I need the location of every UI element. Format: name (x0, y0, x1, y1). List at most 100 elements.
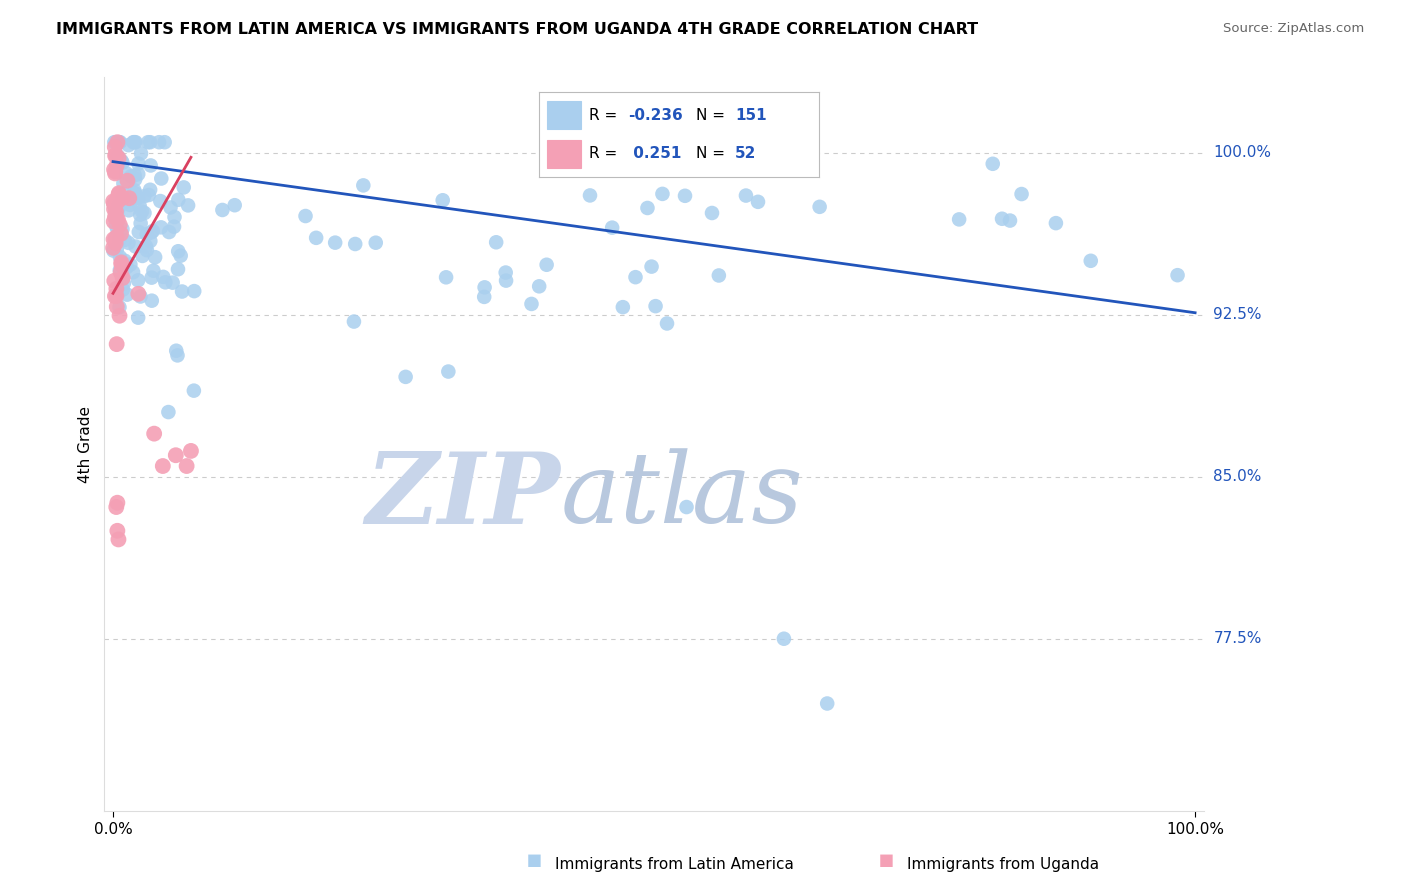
Point (150, 220, 173, 235)
Point (139, 158, 162, 172)
Point (105, 496, 128, 510)
Point (495, 274, 517, 288)
Point (998, 213, 1021, 227)
Point (105, 524, 128, 538)
Point (527, 279, 550, 293)
Point (176, 458, 198, 473)
Point (105, 211, 128, 225)
Point (673, 189, 696, 203)
Point (104, 164, 127, 178)
Point (124, 135, 146, 149)
Point (1080, 253, 1102, 268)
Point (143, 250, 166, 264)
Point (152, 269, 174, 284)
Point (103, 197, 125, 211)
Point (150, 171, 173, 186)
Point (700, 206, 723, 220)
Y-axis label: 4th Grade: 4th Grade (79, 406, 93, 483)
Point (103, 244, 125, 258)
Point (395, 369, 418, 384)
Point (127, 310, 149, 325)
Point (432, 194, 454, 208)
Point (111, 271, 134, 285)
Point (579, 188, 602, 202)
Point (105, 337, 128, 351)
Point (166, 348, 188, 362)
Point (101, 241, 124, 255)
Point (177, 198, 200, 212)
Point (118, 203, 141, 218)
Point (612, 300, 634, 314)
Point (111, 191, 134, 205)
Text: 92.5%: 92.5% (1213, 308, 1263, 322)
Point (129, 208, 152, 222)
Point (103, 274, 125, 288)
Point (173, 180, 195, 194)
Point (110, 255, 132, 269)
Point (135, 227, 157, 242)
Point (124, 239, 146, 253)
Point (127, 273, 149, 287)
Point (115, 260, 138, 275)
Point (107, 135, 129, 149)
Point (981, 157, 1004, 171)
Point (142, 224, 165, 238)
Point (172, 285, 194, 299)
Point (131, 204, 153, 219)
Point (143, 426, 166, 441)
Point (134, 189, 156, 203)
Point (115, 287, 138, 301)
Point (110, 257, 132, 271)
Point (120, 257, 142, 271)
Point (637, 201, 659, 215)
Point (108, 232, 131, 246)
Point (651, 186, 673, 201)
Point (129, 289, 152, 303)
Point (343, 314, 366, 328)
Text: 100.0%: 100.0% (1213, 145, 1271, 161)
Point (107, 533, 129, 547)
Point (105, 159, 128, 173)
Point (474, 280, 496, 294)
Point (128, 225, 150, 239)
Point (159, 201, 181, 215)
Point (111, 283, 134, 297)
Point (104, 232, 127, 246)
Point (124, 172, 146, 186)
Point (117, 138, 139, 153)
Point (136, 135, 159, 149)
Point (948, 212, 970, 227)
Point (127, 156, 149, 170)
Point (707, 268, 730, 283)
Point (124, 183, 146, 197)
Point (108, 300, 131, 314)
Point (352, 178, 374, 193)
Point (1167, 268, 1189, 282)
Point (135, 239, 157, 253)
Point (104, 140, 127, 154)
Point (139, 135, 162, 149)
Point (364, 235, 387, 250)
Point (107, 151, 129, 165)
Point (165, 343, 187, 358)
Point (134, 206, 156, 220)
Point (117, 192, 139, 206)
Point (104, 149, 127, 163)
Point (600, 220, 623, 235)
Point (108, 263, 131, 277)
Point (434, 270, 457, 285)
Point (103, 135, 125, 149)
Point (107, 212, 129, 227)
Point (163, 219, 186, 234)
Point (162, 276, 184, 290)
Point (131, 249, 153, 263)
Point (183, 284, 205, 298)
Point (815, 697, 838, 711)
Point (127, 191, 149, 205)
Point (294, 209, 316, 223)
Point (105, 211, 128, 225)
Point (112, 186, 135, 201)
Point (108, 218, 131, 232)
Point (344, 237, 367, 252)
Point (103, 232, 125, 246)
